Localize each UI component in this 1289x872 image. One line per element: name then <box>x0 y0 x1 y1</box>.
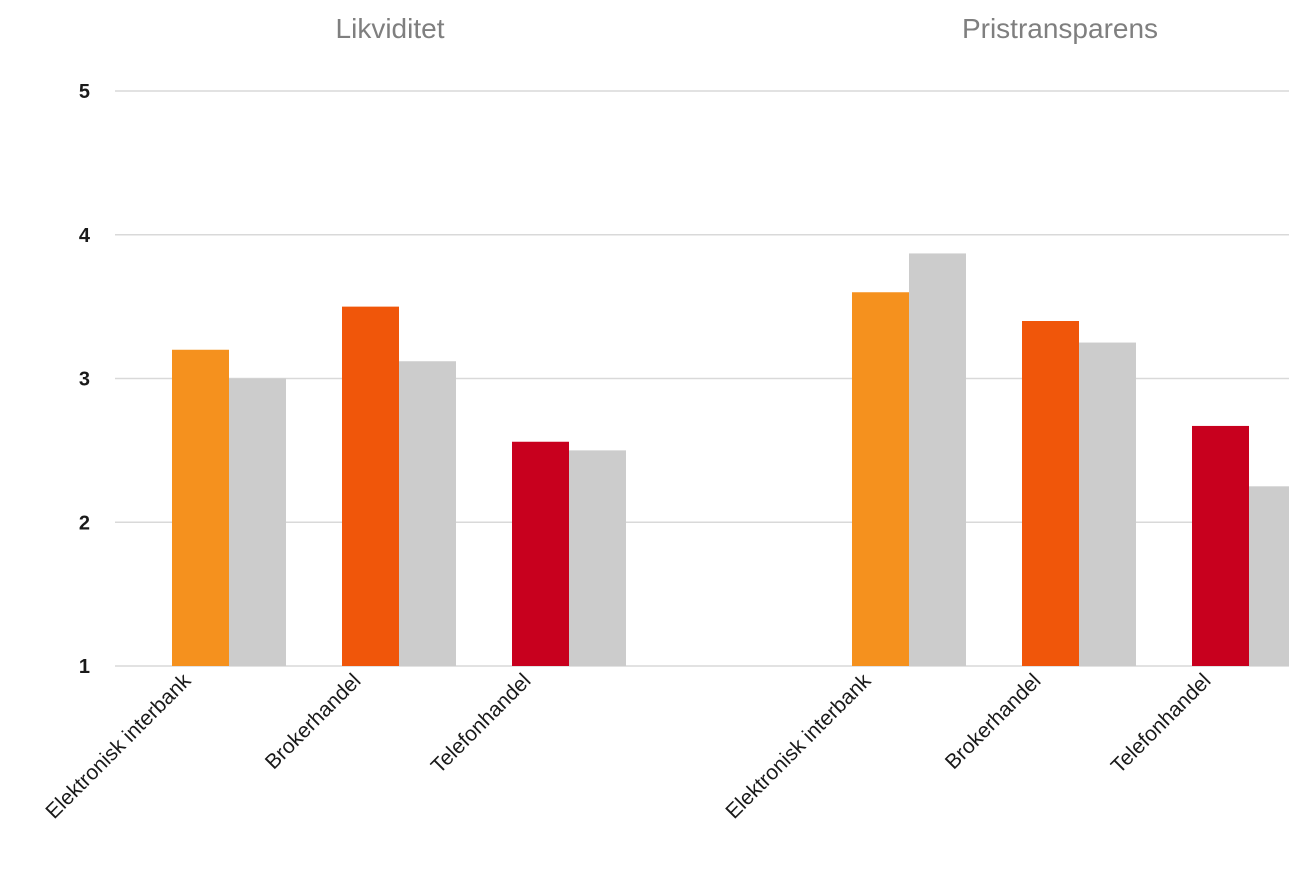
bars <box>172 253 1289 666</box>
x-tick-label: Telefonhandel <box>427 669 536 778</box>
bar-likviditet-2-series-1 <box>569 450 626 666</box>
panel-title-likviditet: Likviditet <box>336 13 445 44</box>
y-tick-label: 2 <box>79 512 90 534</box>
x-axis-ticks: Elektronisk interbank Brokerhandel Telefon… <box>41 669 1215 823</box>
bar-pristransparens-0-series-0 <box>852 292 909 666</box>
bar-likviditet-0-series-1 <box>229 378 286 666</box>
bar-likviditet-2-series-0 <box>512 441 569 666</box>
bar-pristransparens-0-series-1 <box>909 253 966 666</box>
bar-likviditet-0-series-0 <box>172 349 229 666</box>
bar-pristransparens-1-series-0 <box>1022 321 1079 666</box>
x-tick-label: Elektronisk interbank <box>41 669 195 823</box>
x-tick-label: Elektronisk interbank <box>721 669 875 823</box>
y-tick-label: 3 <box>79 369 90 391</box>
y-tick-label: 4 <box>79 225 91 247</box>
panel-titles: Likviditet Pristransparens <box>336 13 1159 44</box>
y-tick-label: 1 <box>79 656 90 678</box>
bar-pristransparens-1-series-1 <box>1079 342 1136 666</box>
panel-title-pristransparens: Pristransparens <box>962 13 1158 44</box>
bar-pristransparens-2-series-0 <box>1192 425 1249 666</box>
y-tick-label: 5 <box>79 81 90 103</box>
y-axis-ticks: 1 2 3 4 5 <box>79 81 91 678</box>
bar-likviditet-1-series-0 <box>342 306 399 666</box>
bar-likviditet-1-series-1 <box>399 361 456 666</box>
x-tick-label: Telefonhandel <box>1107 669 1216 778</box>
x-tick-label: Brokerhandel <box>941 669 1046 774</box>
x-tick-label: Brokerhandel <box>261 669 366 774</box>
bar-pristransparens-2-series-1 <box>1249 486 1289 666</box>
